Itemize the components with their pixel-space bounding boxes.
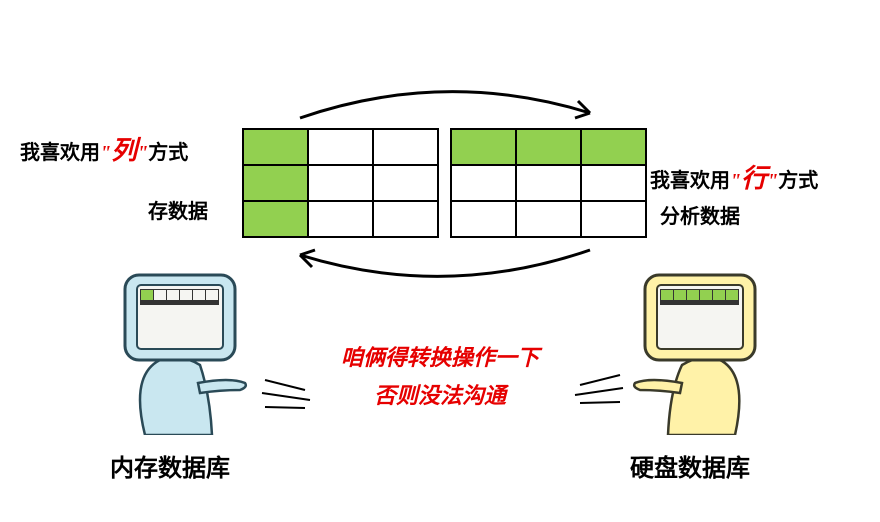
right-caption: 硬盘数据库: [630, 448, 750, 483]
right-key: 行: [741, 163, 767, 193]
right-q2: ": [767, 170, 778, 192]
left-line1-b: 方式: [148, 142, 188, 164]
disk-db-character: [620, 265, 790, 435]
top-arrow: [280, 78, 610, 128]
right-q1: ": [730, 170, 741, 192]
column-store-table: [242, 128, 439, 238]
left-caption: 内存数据库: [110, 448, 230, 483]
left-q2: ": [137, 142, 148, 164]
right-phrase-line1: 我喜欢用"行"方式: [650, 158, 818, 195]
row-store-table: [450, 128, 647, 238]
motion-lines-right: [565, 370, 625, 410]
memory-db-character: [90, 265, 260, 435]
left-phrase-line2: 存数据: [148, 195, 208, 224]
right-line1-b: 方式: [778, 170, 818, 192]
left-line1-a: 我喜欢用: [20, 142, 100, 164]
right-line1-a: 我喜欢用: [650, 170, 730, 192]
left-key: 列: [111, 135, 137, 165]
left-phrase-line1: 我喜欢用"列"方式: [20, 130, 188, 167]
right-phrase-line2: 分析数据: [660, 200, 740, 229]
bottom-arrow: [280, 240, 610, 290]
left-head-table: [140, 289, 219, 305]
left-q1: ": [100, 142, 111, 164]
right-head-table: [660, 289, 739, 305]
motion-lines-left: [260, 375, 320, 415]
